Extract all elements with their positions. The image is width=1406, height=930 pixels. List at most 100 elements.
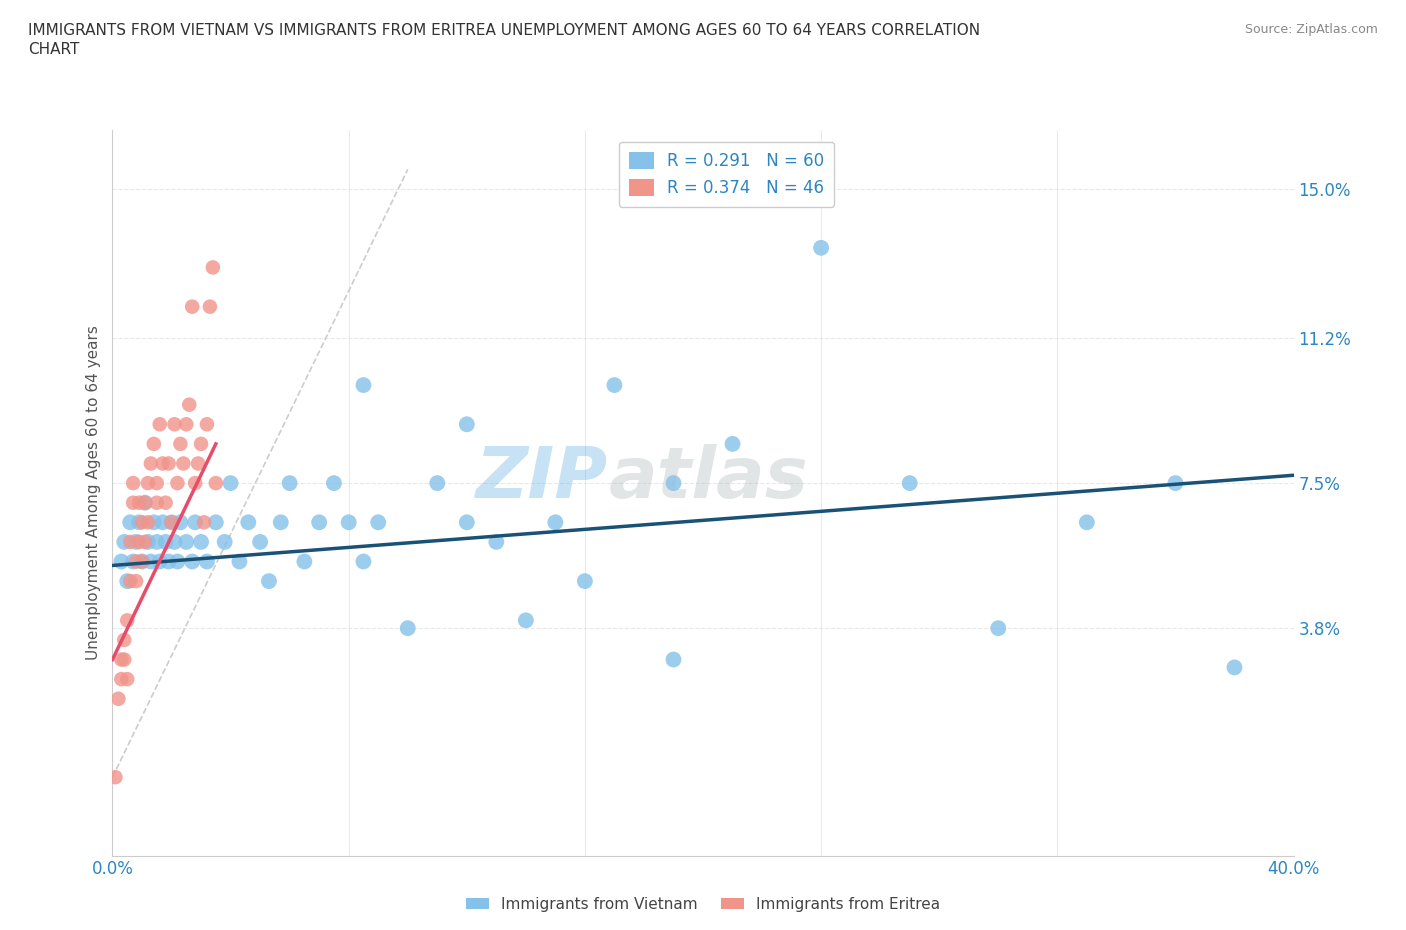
Point — [174, 535, 197, 550]
Point — [603, 378, 626, 392]
Point — [157, 456, 180, 471]
Point — [190, 535, 212, 550]
Point — [201, 260, 224, 275]
Point — [169, 515, 191, 530]
Point — [292, 554, 315, 569]
Point — [136, 535, 159, 550]
Point — [139, 554, 162, 569]
Point — [136, 475, 159, 490]
Point — [128, 515, 150, 530]
Point — [169, 436, 191, 451]
Point — [120, 535, 142, 550]
Point — [117, 574, 138, 589]
Point — [987, 620, 1010, 635]
Point — [122, 496, 145, 511]
Point — [323, 475, 346, 490]
Point — [152, 515, 174, 530]
Point — [898, 475, 921, 490]
Point — [1223, 660, 1246, 675]
Legend: Immigrants from Vietnam, Immigrants from Eritrea: Immigrants from Vietnam, Immigrants from… — [460, 891, 946, 918]
Point — [190, 436, 212, 451]
Point — [352, 554, 374, 569]
Point — [163, 535, 186, 550]
Point — [1076, 515, 1098, 530]
Point — [104, 770, 127, 785]
Point — [205, 515, 228, 530]
Point — [184, 475, 207, 490]
Point — [214, 535, 236, 550]
Point — [193, 515, 215, 530]
Point — [160, 515, 183, 530]
Point — [172, 456, 194, 471]
Point — [367, 515, 389, 530]
Point — [146, 475, 169, 490]
Point — [721, 436, 744, 451]
Point — [219, 475, 242, 490]
Point — [810, 240, 832, 255]
Point — [117, 671, 138, 686]
Point — [485, 535, 508, 550]
Point — [155, 496, 177, 511]
Point — [249, 535, 271, 550]
Point — [112, 632, 135, 647]
Point — [131, 515, 153, 530]
Point — [139, 456, 162, 471]
Point — [146, 496, 169, 511]
Point — [125, 535, 148, 550]
Point — [179, 397, 201, 412]
Point — [110, 554, 132, 569]
Text: IMMIGRANTS FROM VIETNAM VS IMMIGRANTS FROM ERITREA UNEMPLOYMENT AMONG AGES 60 TO: IMMIGRANTS FROM VIETNAM VS IMMIGRANTS FR… — [28, 23, 980, 38]
Point — [163, 417, 186, 432]
Point — [149, 554, 172, 569]
Point — [195, 554, 218, 569]
Point — [117, 613, 138, 628]
Point — [142, 515, 165, 530]
Point — [205, 475, 228, 490]
Point — [125, 554, 148, 569]
Point — [426, 475, 449, 490]
Point — [155, 535, 177, 550]
Point — [122, 554, 145, 569]
Point — [157, 554, 180, 569]
Point — [662, 475, 685, 490]
Y-axis label: Unemployment Among Ages 60 to 64 years: Unemployment Among Ages 60 to 64 years — [86, 326, 101, 660]
Point — [128, 535, 150, 550]
Text: Source: ZipAtlas.com: Source: ZipAtlas.com — [1244, 23, 1378, 36]
Point — [136, 515, 159, 530]
Point — [160, 515, 183, 530]
Point — [107, 691, 129, 706]
Point — [352, 378, 374, 392]
Point — [308, 515, 330, 530]
Point — [166, 475, 188, 490]
Point — [184, 515, 207, 530]
Point — [146, 535, 169, 550]
Point — [134, 535, 156, 550]
Point — [122, 475, 145, 490]
Point — [396, 620, 419, 635]
Point — [181, 299, 204, 314]
Point — [456, 515, 478, 530]
Point — [152, 456, 174, 471]
Point — [456, 417, 478, 432]
Point — [238, 515, 260, 530]
Point — [112, 535, 135, 550]
Point — [257, 574, 280, 589]
Point — [110, 652, 132, 667]
Point — [187, 456, 209, 471]
Point — [181, 554, 204, 569]
Point — [125, 574, 148, 589]
Text: ZIP: ZIP — [477, 444, 609, 512]
Point — [198, 299, 221, 314]
Text: CHART: CHART — [28, 42, 80, 57]
Point — [166, 554, 188, 569]
Point — [128, 496, 150, 511]
Point — [131, 554, 153, 569]
Point — [174, 417, 197, 432]
Point — [195, 417, 218, 432]
Point — [110, 671, 132, 686]
Point — [662, 652, 685, 667]
Point — [228, 554, 250, 569]
Point — [515, 613, 537, 628]
Point — [544, 515, 567, 530]
Point — [149, 417, 172, 432]
